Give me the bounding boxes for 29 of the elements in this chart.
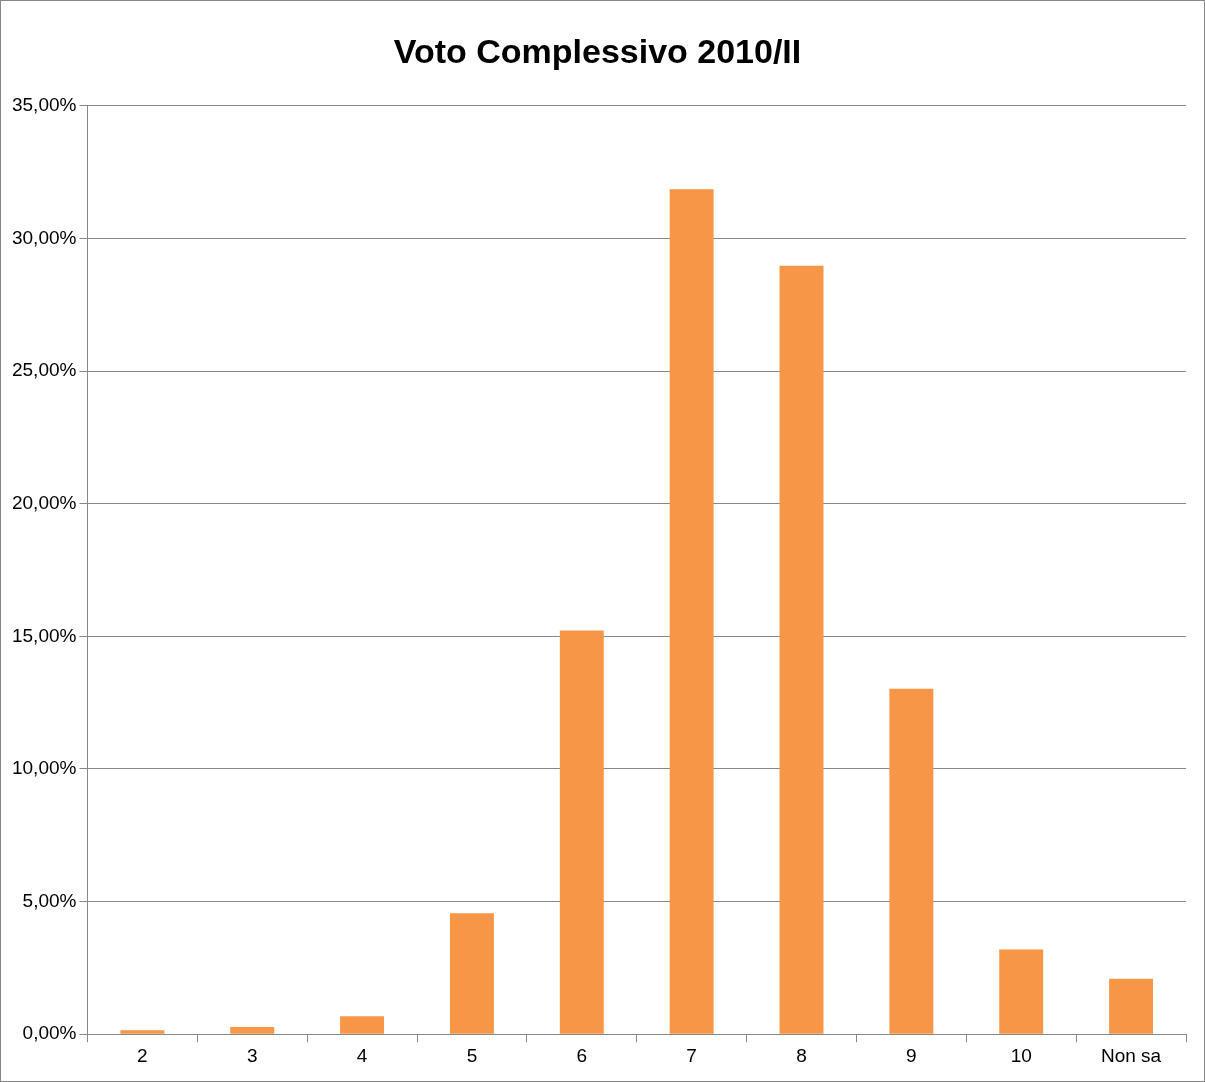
- x-tick-label: 10: [1010, 1044, 1032, 1066]
- x-tick-label: 8: [796, 1044, 807, 1066]
- y-tick-label: 20,00%: [11, 491, 77, 513]
- bar: [340, 1016, 385, 1034]
- y-tick-label: 30,00%: [11, 226, 77, 248]
- x-tick-label: 5: [466, 1044, 478, 1066]
- bar: [230, 1027, 275, 1034]
- y-tick-label: 5,00%: [22, 889, 77, 911]
- bar: [999, 949, 1044, 1034]
- y-tick-label: 0,00%: [22, 1022, 77, 1044]
- y-tick-label: 35,00%: [11, 94, 77, 116]
- x-tick-label: 2: [137, 1044, 148, 1066]
- bar: [120, 1030, 165, 1034]
- x-tick-label: 4: [356, 1044, 368, 1066]
- bar: [669, 189, 714, 1034]
- bar: [1109, 978, 1154, 1034]
- bar: [779, 265, 824, 1034]
- x-tick-label: 9: [906, 1044, 917, 1066]
- y-tick-label: 25,00%: [11, 359, 77, 381]
- x-tick-label: Non sa: [1100, 1044, 1162, 1066]
- chart-title: Voto Complessivo 2010/II: [393, 31, 802, 70]
- bar: [889, 688, 934, 1034]
- x-tick-label: 3: [246, 1044, 258, 1066]
- bar: [559, 630, 604, 1034]
- bar: [449, 913, 494, 1034]
- y-tick-label: 10,00%: [11, 757, 77, 779]
- x-tick-label: 7: [686, 1044, 697, 1066]
- y-tick-label: 15,00%: [11, 624, 77, 646]
- x-tick-label: 6: [576, 1044, 588, 1066]
